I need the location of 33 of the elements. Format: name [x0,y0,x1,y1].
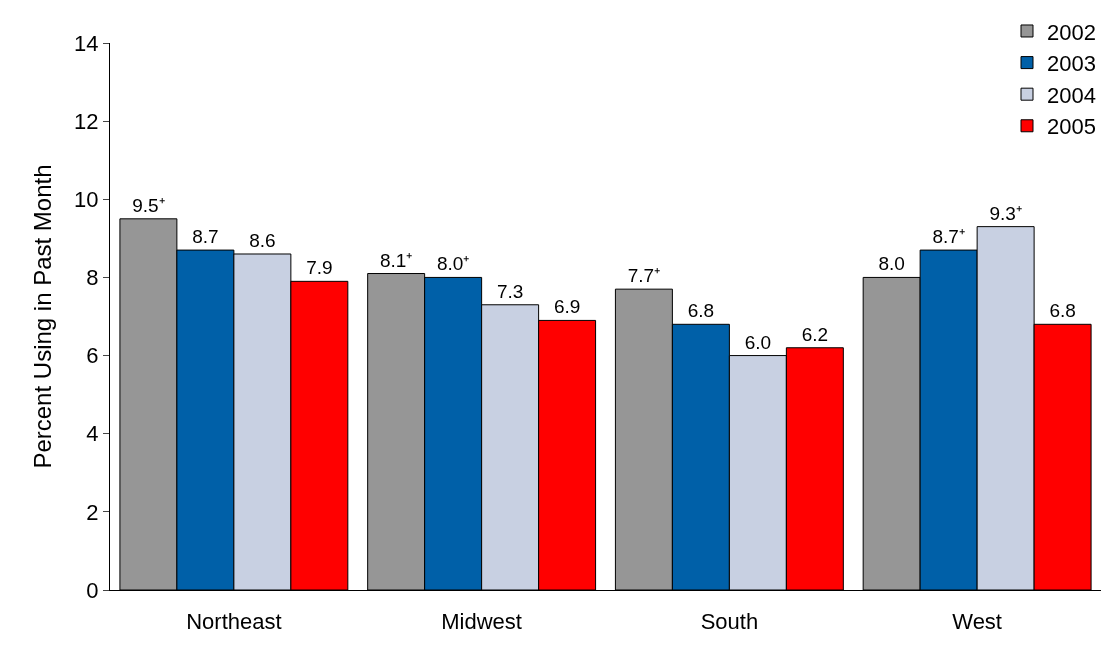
data-label: 8.7 [192,226,219,248]
data-label: 8.1⁺ [379,249,413,271]
y-tick-label: 14 [74,30,99,56]
data-label: 7.7⁺ [627,265,661,287]
data-label: 7.3 [496,280,524,302]
y-tick-label: 2 [86,499,99,525]
y-tick-label: 4 [86,421,99,447]
data-label: 9.3⁺ [989,202,1022,224]
data-label: 6.2 [801,323,829,345]
y-tick-label: 6 [86,343,99,369]
data-label: 8.6 [249,229,276,251]
data-label: 6.8 [687,300,715,322]
x-tick-label: Midwest [441,609,522,635]
y-tick-label: 12 [74,108,99,134]
y-axis-title: Percent Using in Past Month [29,164,57,469]
data-label: 8.0 [878,253,905,275]
x-tick-label: South [700,609,759,635]
legend-label: 2003 [1047,51,1096,77]
y-tick-label: 0 [86,577,99,603]
data-label: 6.8 [1049,300,1076,322]
y-tick-label: 10 [74,186,99,212]
x-tick-label: West [952,609,1002,635]
data-label: 9.5⁺ [132,194,165,216]
legend-label: 2002 [1047,19,1096,45]
legend-label: 2004 [1047,82,1096,108]
data-label: 6.0 [744,331,772,353]
y-tick-label: 8 [86,265,99,291]
data-label: 6.9 [553,296,581,318]
x-tick-label: Northeast [186,609,282,635]
data-label: 7.9 [306,257,333,279]
data-label: 8.0⁺ [436,253,470,275]
legend-label: 2005 [1047,114,1096,140]
data-label: 8.7⁺ [932,226,965,248]
